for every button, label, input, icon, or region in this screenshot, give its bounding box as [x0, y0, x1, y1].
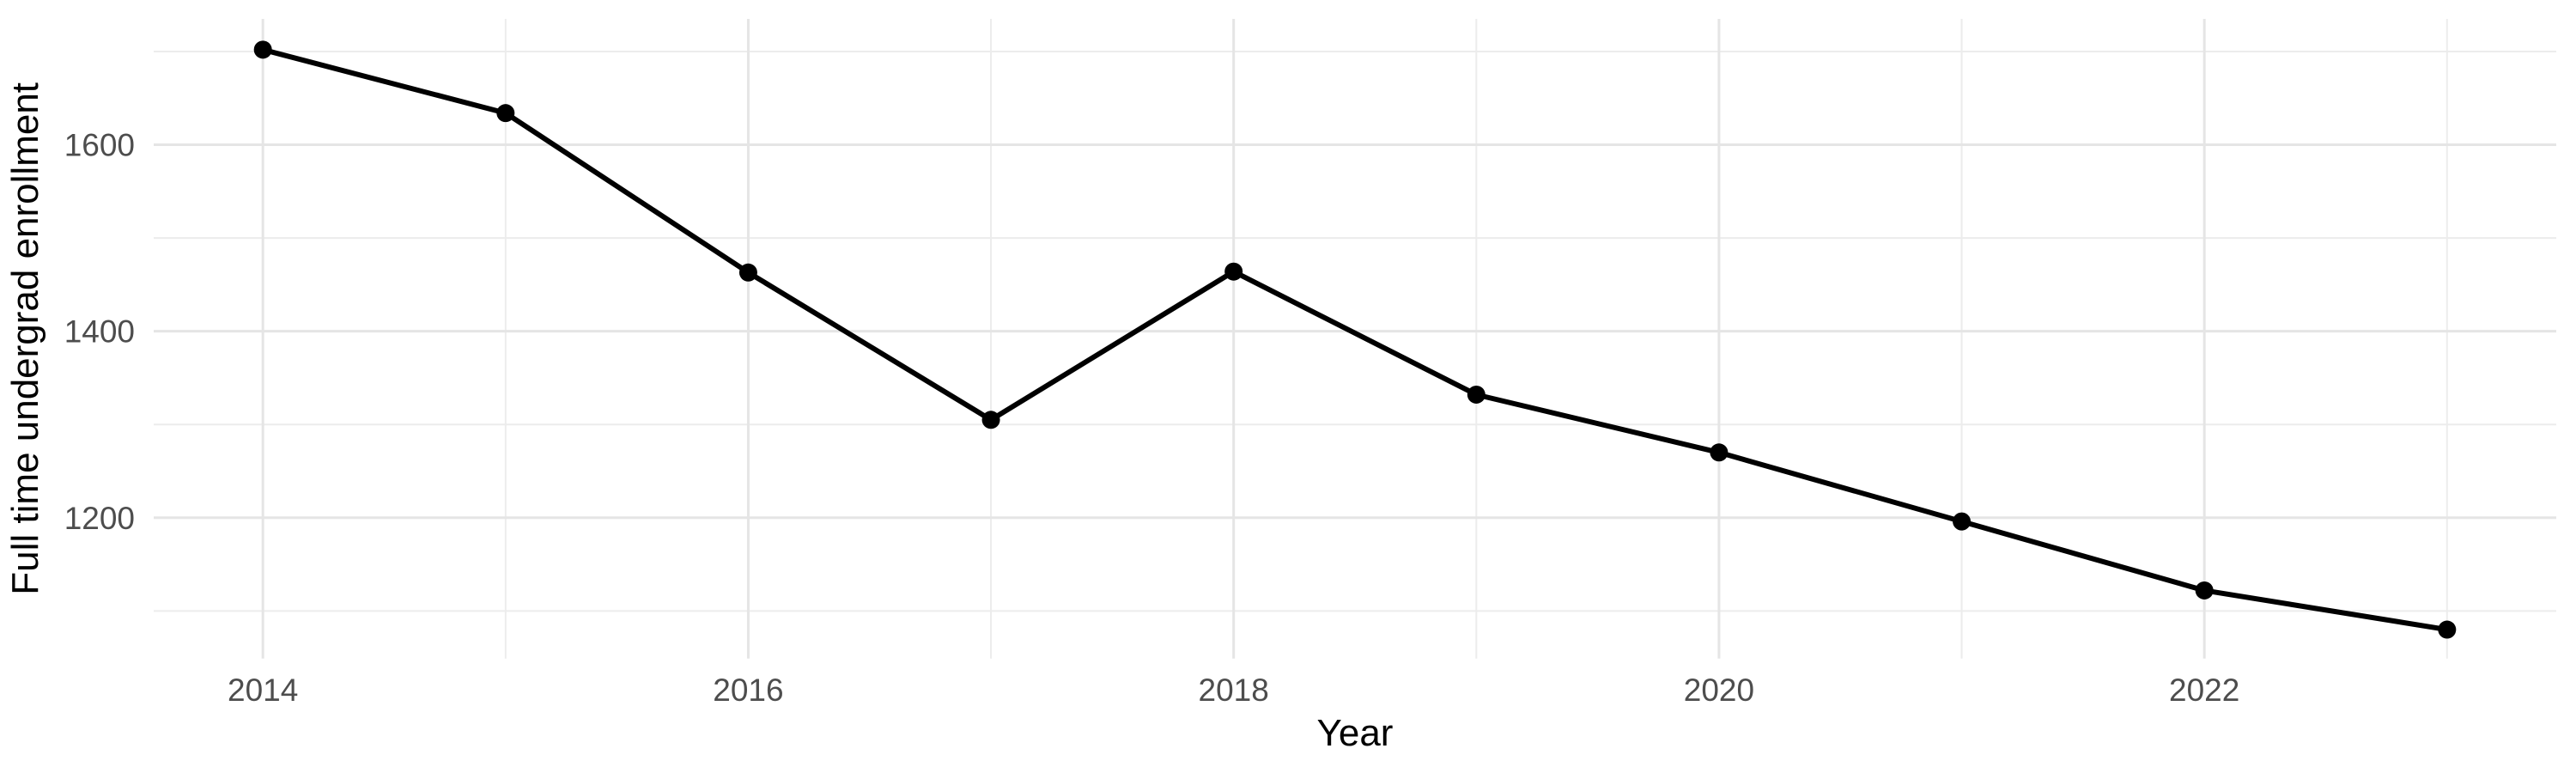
y-tick-label: 1200	[64, 501, 135, 536]
y-tick-label: 1600	[64, 128, 135, 163]
data-point-2018	[1224, 262, 1243, 281]
data-line-series	[262, 46, 2448, 633]
x-tick-label: 2016	[713, 673, 783, 708]
x-axis-title: Year	[1317, 712, 1394, 754]
data-point-2014	[253, 40, 272, 59]
data-point-2016	[738, 263, 757, 282]
data-point-2017	[981, 411, 1000, 429]
x-tick-label: 2018	[1199, 673, 1269, 708]
data-point-2022	[2195, 581, 2214, 600]
data-point-2020	[1710, 443, 1728, 462]
x-tick-label: 2022	[2169, 673, 2239, 708]
data-point-2019	[1467, 385, 1485, 404]
data-point-2023	[2438, 620, 2457, 639]
data-point-2021	[1953, 512, 1971, 531]
x-tick-label: 2020	[1684, 673, 1754, 708]
x-tick-label: 2014	[228, 673, 298, 708]
y-tick-label: 1400	[64, 314, 135, 350]
data-point-2015	[496, 104, 515, 123]
y-axis-title: Full time undergrad enrollment	[4, 82, 46, 595]
